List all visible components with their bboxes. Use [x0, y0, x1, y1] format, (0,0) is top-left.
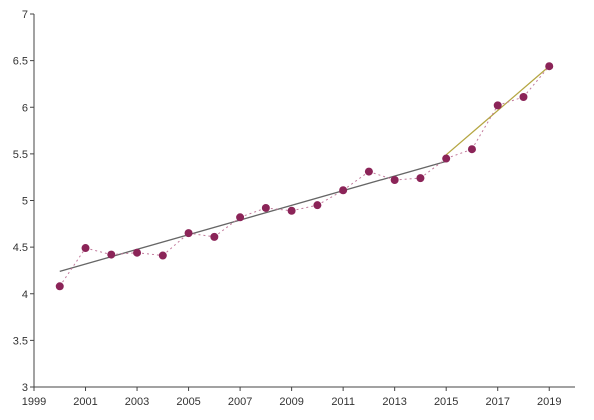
point-connector — [446, 148, 473, 160]
y-tick-label: 5 — [22, 196, 28, 208]
point-connector — [420, 158, 447, 179]
point-connector — [497, 96, 524, 106]
data-point — [287, 206, 296, 215]
x-tick-label: 1999 — [22, 396, 46, 408]
data-point — [107, 250, 116, 259]
point-connector — [291, 204, 318, 212]
data-point — [261, 203, 270, 212]
x-tick-label: 2005 — [176, 396, 200, 408]
data-point — [416, 174, 425, 183]
x-tick-label: 2001 — [73, 396, 97, 408]
point-connector — [188, 232, 215, 238]
data-points — [55, 62, 554, 291]
x-tick-label: 2009 — [279, 396, 303, 408]
data-point — [313, 201, 322, 210]
point-connector — [162, 232, 189, 256]
y-tick-label: 3.5 — [13, 335, 28, 347]
x-tick-label: 2013 — [382, 396, 406, 408]
point-connector — [471, 105, 499, 150]
data-point — [442, 154, 451, 163]
trendline-1 — [59, 160, 447, 272]
data-point — [390, 175, 399, 184]
data-point — [81, 244, 90, 253]
data-point — [236, 213, 245, 222]
data-point — [364, 167, 373, 176]
y-tick-label: 7 — [22, 9, 28, 21]
x-tick-label: 2007 — [228, 396, 252, 408]
data-point — [55, 282, 64, 291]
point-connector — [317, 189, 344, 206]
y-tick-label: 4.5 — [13, 242, 28, 254]
axes: 3 3.5 4 4.5 5 5.5 6 6.5 7 1999 2001 2003 2005 2007 200… — [13, 9, 575, 408]
trendlines — [59, 65, 550, 272]
data-point — [467, 145, 476, 154]
y-tick-label: 5.5 — [13, 149, 28, 161]
y-tick-label: 6.5 — [13, 56, 28, 68]
point-connector — [265, 207, 292, 212]
point-connectors — [59, 65, 550, 287]
data-point — [339, 186, 348, 195]
x-tick-label: 2003 — [125, 396, 149, 408]
data-point — [493, 101, 502, 110]
point-connector — [368, 171, 395, 181]
point-connector — [111, 252, 138, 256]
data-point — [133, 248, 142, 257]
x-tick-label: 2019 — [537, 396, 561, 408]
point-connector — [342, 171, 370, 191]
trendline-2 — [445, 65, 550, 156]
point-connector — [523, 65, 550, 98]
x-tick-label: 2017 — [485, 396, 509, 408]
data-point — [158, 251, 167, 260]
x-tick-label: 2015 — [434, 396, 458, 408]
point-connector — [214, 216, 241, 238]
point-connector — [394, 177, 421, 181]
y-tick-label: 6 — [22, 102, 28, 114]
y-tick-label: 4 — [22, 289, 28, 301]
y-tick-label: 3 — [22, 382, 28, 394]
data-point — [184, 229, 193, 238]
point-connector — [136, 252, 163, 257]
x-tick-label: 2011 — [331, 396, 355, 408]
data-point — [210, 232, 219, 241]
data-point — [519, 92, 528, 101]
data-point — [545, 62, 554, 71]
